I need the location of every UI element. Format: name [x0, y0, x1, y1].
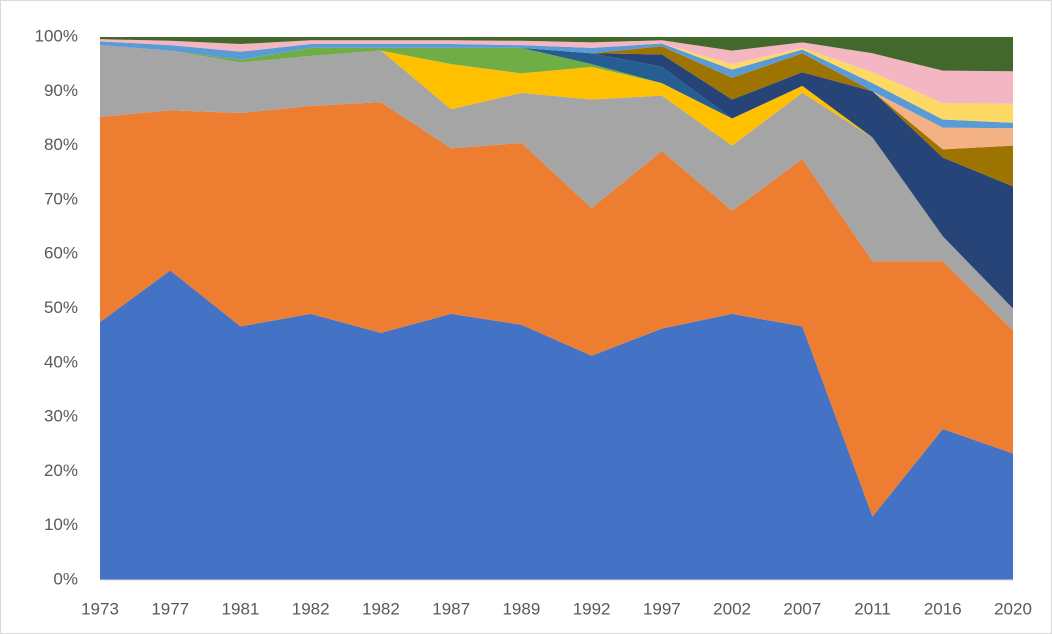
x-tick-label: 1982: [292, 599, 330, 618]
x-tick-label: 2002: [713, 599, 751, 618]
x-tick-label: 1992: [573, 599, 611, 618]
x-tick-label: 2016: [924, 599, 962, 618]
x-tick-label: 1987: [432, 599, 470, 618]
y-tick-label: 70%: [44, 189, 78, 208]
x-tick-label: 1989: [502, 599, 540, 618]
area: [100, 45, 1013, 331]
area: [100, 41, 1013, 129]
area: [100, 37, 1013, 72]
area: [100, 39, 1013, 104]
x-tick-label: 1982: [362, 599, 400, 618]
y-tick-label: 90%: [44, 81, 78, 100]
y-tick-label: 20%: [44, 461, 78, 480]
area: [100, 102, 1013, 517]
x-tick-label: 1977: [151, 599, 189, 618]
x-tick-label: 1997: [643, 599, 681, 618]
y-tick-label: 0%: [53, 569, 78, 588]
y-tick-label: 50%: [44, 298, 78, 317]
x-tick-label: 1981: [222, 599, 260, 618]
y-tick-label: 10%: [44, 515, 78, 534]
y-tick-label: 30%: [44, 407, 78, 426]
area: [100, 270, 1013, 580]
y-tick-label: 60%: [44, 244, 78, 263]
x-tick-label: 2011: [854, 599, 891, 618]
y-tick-label: 40%: [44, 352, 78, 371]
x-tick-label: 2020: [994, 599, 1032, 618]
y-tick-label: 100%: [35, 26, 78, 45]
y-tick-label: 80%: [44, 135, 78, 154]
x-tick-label: 1973: [81, 599, 119, 618]
x-tick-label: 2007: [783, 599, 821, 618]
